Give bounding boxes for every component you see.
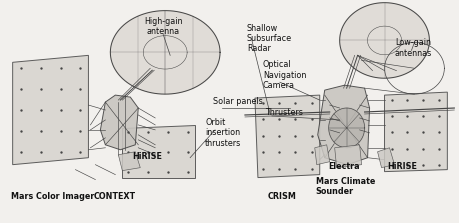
Polygon shape (13, 55, 88, 165)
Text: CONTEXT: CONTEXT (93, 192, 135, 202)
Text: Solar panels: Solar panels (213, 97, 262, 106)
Text: Shallow
Subsurface
Radar: Shallow Subsurface Radar (246, 24, 291, 53)
Polygon shape (122, 125, 195, 178)
Text: Orbit
insertion
thrusters: Orbit insertion thrusters (205, 118, 241, 148)
Polygon shape (339, 3, 428, 78)
Text: High-gain
antenna: High-gain antenna (144, 17, 182, 36)
Polygon shape (118, 152, 140, 171)
Polygon shape (384, 92, 446, 172)
Text: Electra: Electra (328, 162, 359, 171)
Text: CRISM: CRISM (267, 192, 296, 202)
Text: Optical
Navigation
Camera: Optical Navigation Camera (263, 60, 306, 90)
Text: Low-gain
antennas: Low-gain antennas (393, 38, 431, 58)
Polygon shape (110, 11, 219, 94)
Text: Thrusters: Thrusters (264, 108, 302, 117)
Polygon shape (254, 95, 319, 178)
Polygon shape (317, 85, 369, 165)
Text: HiRISE: HiRISE (386, 162, 416, 171)
Text: Mars Climate
Sounder: Mars Climate Sounder (315, 177, 374, 196)
Polygon shape (334, 145, 361, 168)
Polygon shape (100, 95, 138, 150)
Polygon shape (314, 145, 329, 165)
Polygon shape (328, 108, 364, 148)
Text: HiRISE: HiRISE (132, 152, 162, 161)
Polygon shape (377, 148, 394, 168)
Text: Mars Color Imager: Mars Color Imager (11, 192, 94, 202)
